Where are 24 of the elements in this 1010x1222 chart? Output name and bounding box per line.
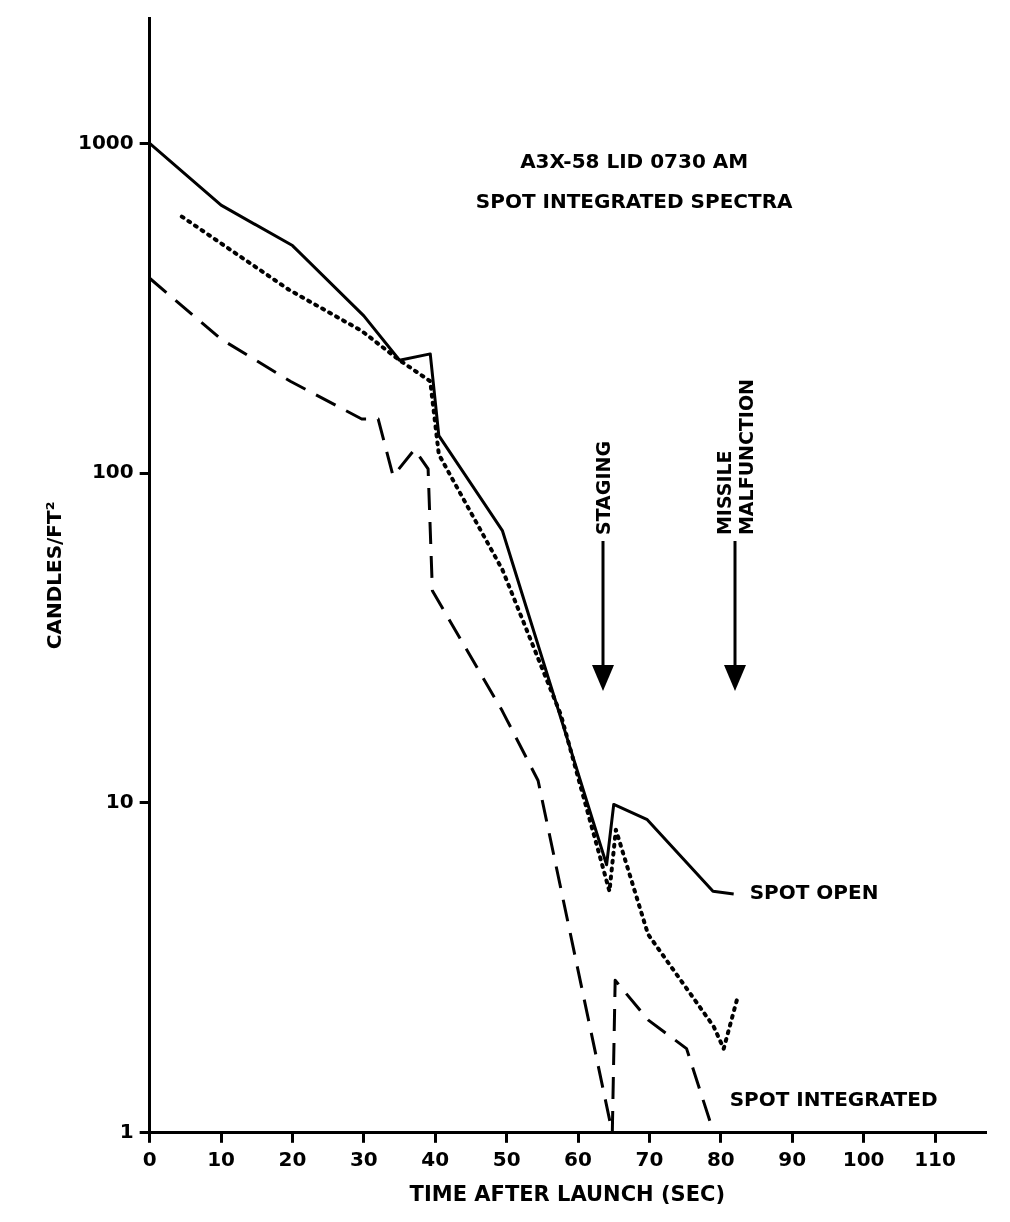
x-tick-label: 20 <box>278 1147 307 1171</box>
x-tick-label: 100 <box>842 1147 885 1171</box>
y-tick-label: 100 <box>91 459 134 484</box>
x-axis-title: TIME AFTER LAUNCH (SEC) <box>409 1181 726 1206</box>
x-tick-label: 10 <box>207 1147 235 1171</box>
series-label: SPOT INTEGRATED <box>729 1087 938 1111</box>
x-tick-label: 50 <box>492 1147 521 1171</box>
annotation: MISSILE MALFUNCTION <box>713 379 757 536</box>
y-axis-title: CANDLES/FT² <box>42 501 67 650</box>
x-tick-label: 30 <box>349 1147 378 1171</box>
x-tick-label: 90 <box>778 1147 807 1171</box>
y-tick-label: 1 <box>119 1119 134 1143</box>
annotation: STAGING <box>592 441 614 536</box>
text: SPOT INTEGRATED SPECTRA <box>475 189 794 214</box>
x-tick-label: 40 <box>421 1147 450 1171</box>
y-tick-label: 10 <box>105 789 134 814</box>
x-tick-label: 70 <box>635 1147 664 1171</box>
y-tick-label: 1000 <box>77 129 134 154</box>
series-label: SPOT OPEN <box>749 880 879 905</box>
text: A3X-58 LID 0730 AM <box>520 149 749 174</box>
x-tick-label: 60 <box>564 1147 592 1171</box>
x-tick-label: 80 <box>706 1147 735 1171</box>
x-tick-label: 0 <box>142 1147 157 1171</box>
x-tick-label: 110 <box>914 1147 956 1171</box>
